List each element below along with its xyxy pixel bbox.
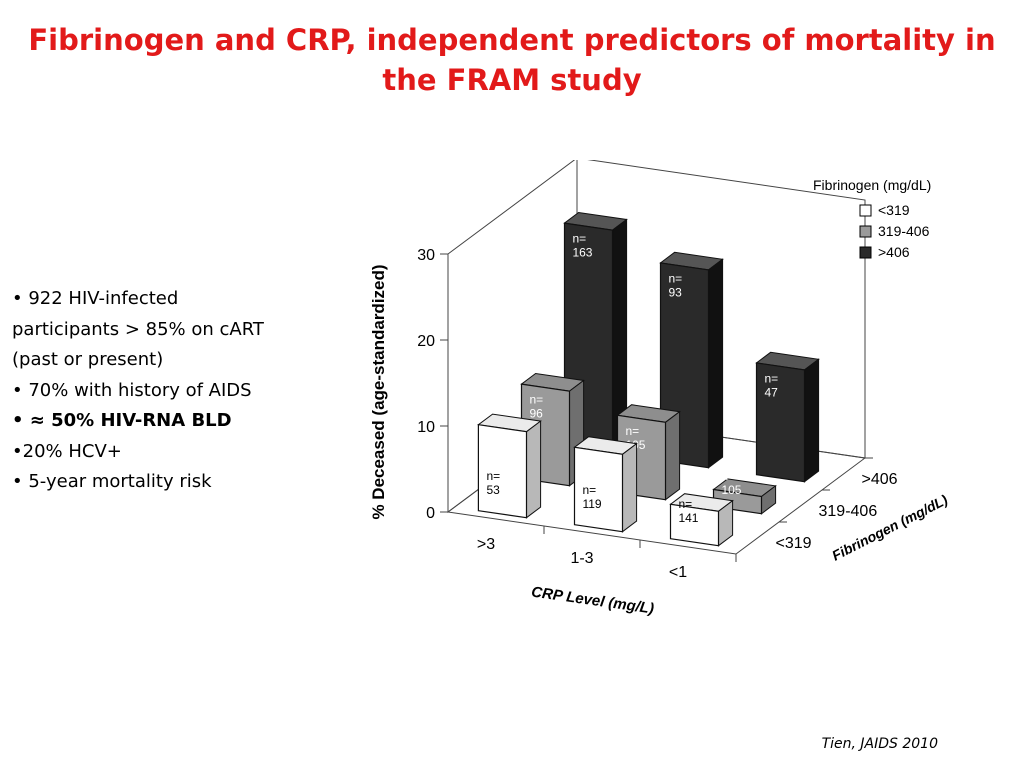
x-tick-label: <1 bbox=[669, 564, 687, 581]
bar-n-value: 163 bbox=[572, 246, 592, 260]
bar-n-value: 105 bbox=[721, 483, 741, 497]
z-tick-label: 319-406 bbox=[819, 503, 878, 520]
bullet-item: •20% HCV+ bbox=[12, 440, 122, 462]
slide-title-line-1: Fibrinogen and CRP, independent predicto… bbox=[28, 23, 996, 57]
bullet-item: • 70% with history of AIDS bbox=[12, 379, 252, 401]
bar-side-face bbox=[622, 442, 638, 533]
bar-n-value: 47 bbox=[764, 385, 778, 399]
legend: Fibrinogen (mg/dL) <319 319-406 >406 bbox=[813, 177, 931, 260]
legend-swatch bbox=[859, 204, 872, 217]
bar-n-prefix: n= bbox=[582, 483, 596, 497]
bar-n-value: 141 bbox=[678, 511, 698, 525]
bar-side-face bbox=[526, 420, 542, 519]
bar: n=119 bbox=[573, 436, 638, 533]
legend-label: >406 bbox=[878, 244, 910, 260]
legend-label: 319-406 bbox=[878, 223, 930, 239]
legend-swatch bbox=[859, 225, 872, 238]
y-tick-label: 10 bbox=[417, 419, 435, 436]
bar: n=53 bbox=[477, 413, 542, 519]
bar-side-face bbox=[708, 258, 724, 469]
bar-group: n=163n=93n=47n=96n=105n=105n=53n=119n=14… bbox=[477, 211, 820, 547]
bar: n=141 bbox=[669, 493, 734, 547]
bar-n-prefix: n= bbox=[529, 393, 543, 407]
bullet-list: • 922 HIV-infected participants > 85% on… bbox=[12, 284, 332, 498]
legend-title: Fibrinogen (mg/dL) bbox=[813, 177, 931, 193]
bar-n-value: 53 bbox=[486, 483, 500, 497]
y-tick-label: 0 bbox=[426, 505, 435, 522]
bar-side-face bbox=[665, 410, 681, 501]
bullet-item: • ≈ 50% HIV-RNA BLD bbox=[12, 410, 232, 431]
bullet-item: participants > 85% on cART bbox=[12, 318, 264, 340]
bar-n-value: 119 bbox=[582, 497, 601, 511]
y-axis-title: % Deceased (age-standardized) bbox=[369, 264, 388, 519]
bar: n=47 bbox=[755, 351, 820, 483]
bar-n-prefix: n= bbox=[721, 469, 735, 483]
bar-n-value: 93 bbox=[668, 285, 682, 299]
y-tick-label: 30 bbox=[417, 247, 435, 264]
bar-front-face bbox=[477, 424, 528, 519]
bar-front-face bbox=[573, 446, 624, 533]
z-tick-label: <319 bbox=[776, 535, 812, 552]
bar-n-prefix: n= bbox=[486, 469, 500, 483]
legend-label: <319 bbox=[878, 202, 910, 218]
bar-front-face bbox=[669, 503, 720, 547]
z-tick-label: >406 bbox=[862, 471, 898, 488]
slide-title: Fibrinogen and CRP, independent predicto… bbox=[0, 20, 1024, 100]
bullet-item: • 5-year mortality risk bbox=[12, 471, 212, 492]
citation: Tien, JAIDS 2010 bbox=[821, 736, 938, 752]
bar-n-prefix: n= bbox=[668, 271, 682, 285]
legend-swatch bbox=[859, 246, 872, 259]
bar-n-prefix: n= bbox=[625, 424, 639, 438]
bar-n-prefix: n= bbox=[764, 371, 778, 385]
slide-title-line-2: the FRAM study bbox=[382, 63, 642, 97]
y-axis-ticks: 0 10 20 30 bbox=[417, 247, 448, 522]
bar-n-value: 96 bbox=[529, 407, 543, 421]
bullet-item: (past or present) bbox=[12, 349, 164, 370]
x-tick-label: 1-3 bbox=[570, 550, 593, 567]
bar-n-prefix: n= bbox=[678, 497, 692, 511]
y-tick-label: 20 bbox=[417, 333, 435, 350]
bar-front-face bbox=[755, 362, 806, 483]
bar-side-face bbox=[804, 358, 820, 483]
bullet-item: • 922 HIV-infected bbox=[12, 288, 179, 309]
x-axis-title: CRP Level (mg/L) bbox=[530, 584, 655, 618]
bar-n-prefix: n= bbox=[572, 232, 586, 246]
x-tick-label: >3 bbox=[477, 536, 495, 553]
